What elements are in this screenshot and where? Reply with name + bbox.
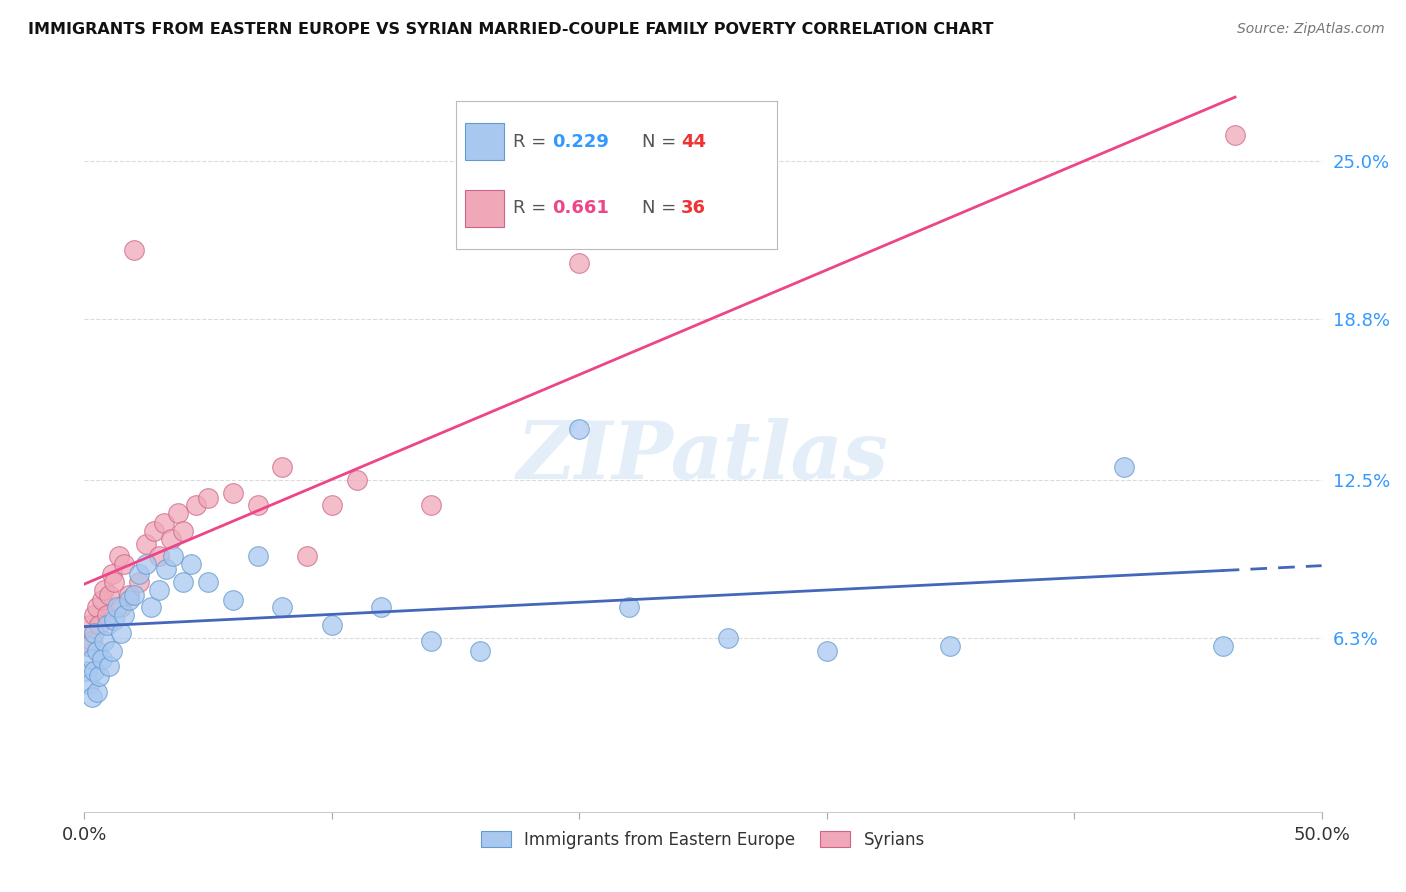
Point <box>148 549 170 564</box>
Point <box>89 618 111 632</box>
Point <box>271 600 294 615</box>
Point <box>103 574 125 589</box>
Point <box>1112 460 1135 475</box>
Point <box>76 665 98 679</box>
Point <box>197 574 219 589</box>
Point <box>76 639 98 653</box>
Point <box>222 592 245 607</box>
Point <box>135 557 157 571</box>
Point <box>80 690 103 704</box>
Point <box>98 588 121 602</box>
Point <box>1212 639 1234 653</box>
Point <box>815 644 838 658</box>
Point <box>370 600 392 615</box>
Point <box>568 422 591 436</box>
Point <box>110 626 132 640</box>
Point <box>89 669 111 683</box>
Point <box>197 491 219 505</box>
Point <box>103 613 125 627</box>
Point <box>246 499 269 513</box>
Point <box>79 639 101 653</box>
Point <box>118 592 141 607</box>
Point <box>172 574 194 589</box>
Point <box>141 600 163 615</box>
Point <box>162 549 184 564</box>
Point <box>142 524 165 538</box>
Point <box>128 567 150 582</box>
Point <box>79 618 101 632</box>
Point <box>96 618 118 632</box>
Point <box>128 574 150 589</box>
Point <box>122 588 145 602</box>
Point <box>83 608 105 623</box>
Point <box>184 499 207 513</box>
Point <box>110 600 132 615</box>
Point <box>246 549 269 564</box>
Point <box>172 524 194 538</box>
Text: ZIPatlas: ZIPatlas <box>517 417 889 495</box>
Point <box>98 659 121 673</box>
Point <box>271 460 294 475</box>
Point <box>90 651 112 665</box>
Point <box>321 499 343 513</box>
Point <box>90 592 112 607</box>
Point <box>83 665 105 679</box>
Point <box>717 631 740 645</box>
Point <box>419 633 441 648</box>
Point <box>122 243 145 257</box>
Text: IMMIGRANTS FROM EASTERN EUROPE VS SYRIAN MARRIED-COUPLE FAMILY POVERTY CORRELATI: IMMIGRANTS FROM EASTERN EUROPE VS SYRIAN… <box>28 22 994 37</box>
Point <box>617 600 640 615</box>
Point <box>93 582 115 597</box>
Point <box>160 532 183 546</box>
Point <box>105 600 128 615</box>
Point <box>83 626 105 640</box>
Point <box>167 506 190 520</box>
Point <box>222 485 245 500</box>
Point <box>100 644 122 658</box>
Point <box>79 677 101 691</box>
Point <box>135 536 157 550</box>
Point <box>80 633 103 648</box>
Point <box>346 473 368 487</box>
Point <box>155 562 177 576</box>
Point <box>180 557 202 571</box>
Point <box>148 582 170 597</box>
Point <box>86 600 108 615</box>
Legend: Immigrants from Eastern Europe, Syrians: Immigrants from Eastern Europe, Syrians <box>474 824 932 855</box>
Point <box>321 618 343 632</box>
Point <box>1223 128 1246 143</box>
Point <box>470 644 492 658</box>
Point <box>86 684 108 698</box>
Point <box>568 256 591 270</box>
Point <box>96 608 118 623</box>
Point <box>86 644 108 658</box>
Point <box>118 588 141 602</box>
Point <box>419 499 441 513</box>
Point <box>108 549 131 564</box>
Point <box>100 567 122 582</box>
Point <box>152 516 174 531</box>
Point <box>112 608 135 623</box>
Point <box>295 549 318 564</box>
Point <box>93 633 115 648</box>
Point <box>112 557 135 571</box>
Point <box>80 651 103 665</box>
Point <box>939 639 962 653</box>
Text: Source: ZipAtlas.com: Source: ZipAtlas.com <box>1237 22 1385 37</box>
